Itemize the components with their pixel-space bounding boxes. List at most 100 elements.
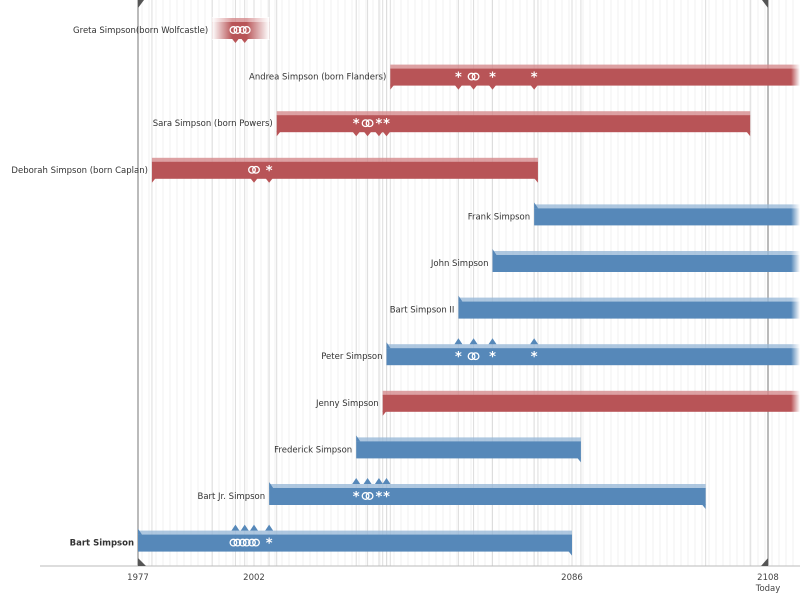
- lifespan-bar: [151, 161, 538, 179]
- event-marker: [250, 524, 258, 531]
- person-name-label: Jenny Simpson: [315, 399, 379, 409]
- person-name-label: Bart Simpson II: [390, 306, 455, 316]
- asterisk-icon: *: [489, 350, 496, 365]
- person-name-label: Bart Jr. Simpson: [197, 492, 265, 502]
- end-marker: [701, 504, 706, 509]
- activity-strip: [534, 204, 800, 210]
- person-name-label: Bart Simpson: [70, 539, 134, 549]
- today-marker: [762, 0, 768, 8]
- start-marker: [269, 482, 274, 488]
- start-marker: [356, 435, 361, 442]
- ring: [361, 119, 370, 128]
- ring: [248, 538, 256, 547]
- start-marker: [276, 131, 281, 137]
- person-row: Bart Simpson II: [390, 295, 800, 320]
- lifespan-bar: [534, 208, 800, 226]
- ongoing-fade: [740, 343, 800, 367]
- event-marker: [469, 338, 478, 345]
- person-row: Frank Simpson: [468, 202, 800, 227]
- asterisk-icon: *: [266, 164, 273, 179]
- person-row: * * *Bart Jr. Simpson: [197, 478, 706, 509]
- end-marker: [576, 457, 581, 463]
- asterisk-icon: *: [489, 71, 496, 86]
- ongoing-fade: [740, 63, 800, 87]
- event-marker: [240, 524, 249, 531]
- ongoing-fade: [740, 250, 800, 273]
- event-marker: [469, 84, 478, 90]
- lifespan-bar: [382, 394, 800, 412]
- start-marker: [458, 295, 463, 302]
- rings-icon: [467, 352, 480, 361]
- rings-icon: [467, 72, 480, 81]
- rings-icon: [248, 538, 260, 547]
- person-row: Frederick Simpson: [274, 435, 581, 463]
- event-marker: [530, 338, 539, 345]
- rings-icon: [229, 538, 242, 547]
- asterisk-icon: *: [531, 350, 538, 365]
- ring: [361, 492, 370, 500]
- asterisk-icon: *: [353, 490, 360, 505]
- person-name-label: Frank Simpson: [468, 212, 530, 222]
- event-marker: [530, 84, 539, 90]
- event-marker: [363, 131, 372, 137]
- asterisk-icon: *: [353, 117, 360, 132]
- rings-icon: [361, 492, 374, 500]
- asterisk-icon: *: [376, 490, 383, 505]
- ring: [229, 26, 238, 34]
- activity-strip: [151, 157, 538, 163]
- asterisk-icon: *: [455, 71, 462, 86]
- event-marker: [382, 131, 391, 137]
- person-name-label: Andrea Simpson (born Flanders): [249, 73, 386, 83]
- asterisk-icon: *: [383, 490, 390, 505]
- event-marker: [265, 524, 274, 531]
- x-tick-label: 2108: [757, 573, 779, 583]
- lifespan-bar: [458, 301, 800, 319]
- start-marker: [138, 0, 144, 8]
- activity-strip: [269, 484, 706, 489]
- end-marker: [568, 550, 572, 556]
- end-marker: [746, 131, 751, 137]
- rings-icon: [361, 119, 374, 128]
- event-marker: [265, 177, 274, 183]
- event-marker: [382, 478, 391, 484]
- lifespan-bar: [390, 68, 800, 86]
- event-marker: [374, 131, 383, 137]
- x-tick-label: 2002: [243, 573, 265, 583]
- event-marker: [454, 338, 463, 345]
- person-name-label: John Simpson: [430, 259, 489, 269]
- lifespan-bar: [386, 348, 800, 366]
- ring: [233, 538, 242, 547]
- ring: [252, 538, 260, 547]
- event-marker: [488, 84, 497, 90]
- end-marker: [533, 177, 538, 183]
- person-row: John Simpson: [430, 249, 800, 273]
- activity-strip: [382, 390, 800, 396]
- lifespan-bar: [138, 534, 572, 552]
- person-name-label: Peter Simpson: [321, 352, 382, 362]
- event-marker: [374, 478, 383, 484]
- event-marker: [250, 177, 258, 183]
- start-marker: [534, 202, 539, 209]
- event-marker: [488, 338, 497, 345]
- ring: [242, 26, 251, 34]
- ring: [365, 119, 374, 128]
- event-marker: [363, 478, 372, 484]
- ring: [238, 538, 247, 547]
- activity-strip: [458, 297, 800, 303]
- event-marker: [454, 84, 463, 90]
- lifespan-bar: [269, 488, 706, 505]
- person-row: Greta Simpson(born Wolfcastle): [73, 17, 270, 43]
- person-row: * Deborah Simpson (born Caplan): [11, 157, 538, 183]
- asterisk-icon: *: [383, 117, 390, 132]
- x-tick-label: 2086: [561, 573, 583, 583]
- person-row: * * * Andrea Simpson (born Flanders): [249, 63, 800, 90]
- ring: [365, 492, 374, 500]
- ring: [233, 26, 242, 34]
- person-name-label: Greta Simpson(born Wolfcastle): [73, 26, 208, 36]
- activity-strip: [356, 437, 581, 443]
- person-name-label: Deborah Simpson (born Caplan): [11, 166, 147, 176]
- event-marker: [352, 478, 361, 484]
- x-tick-label: 1977: [127, 573, 149, 583]
- today-label: Today: [755, 584, 781, 594]
